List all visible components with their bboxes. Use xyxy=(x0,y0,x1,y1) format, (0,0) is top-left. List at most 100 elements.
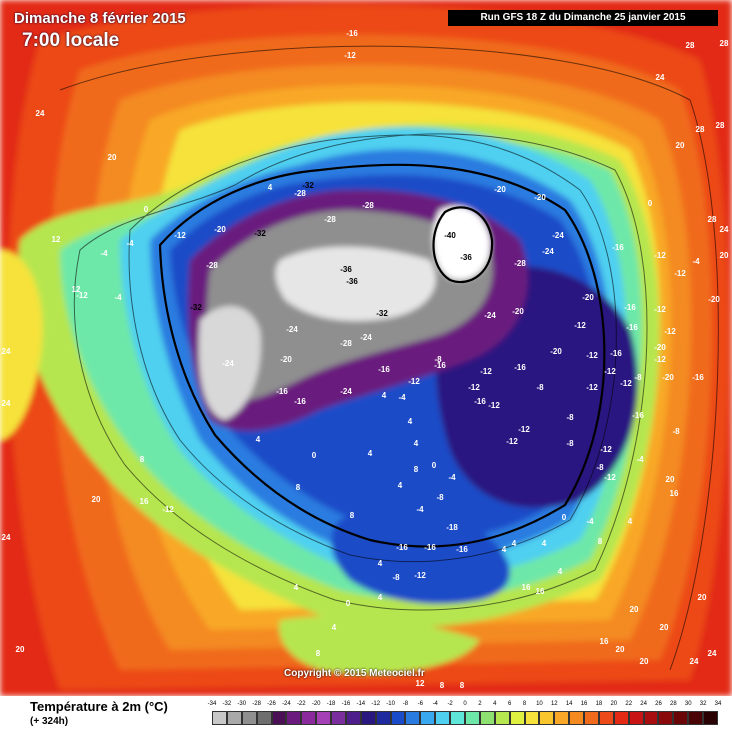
temperature-label: -4 xyxy=(126,239,134,248)
forecast-time: 7:00 locale xyxy=(22,30,120,51)
temperature-label: -24 xyxy=(340,387,352,396)
temperature-label: 20 xyxy=(720,251,729,260)
temperature-label: -4 xyxy=(114,293,122,302)
temperature-label: 24 xyxy=(690,657,699,666)
color-scale: -34 -32 -30 -28 -26 -24 -22 -20 -18 -16 -14 -12 -10-… xyxy=(208,701,721,727)
scale-tick: -12 xyxy=(371,701,381,707)
color-swatch xyxy=(628,711,644,725)
scale-tick: 22 xyxy=(625,701,633,707)
scale-tick: 14 xyxy=(565,701,573,707)
temperature-label: 4 xyxy=(256,435,261,444)
temperature-label: 4 xyxy=(398,481,403,490)
scale-tick: -6 xyxy=(417,701,424,707)
color-swatch xyxy=(643,711,659,725)
color-swatch xyxy=(390,711,406,725)
temperature-label: 4 xyxy=(332,623,337,632)
temperature-label: -12 xyxy=(674,269,686,278)
temperature-label: 20 xyxy=(666,475,675,484)
color-swatch xyxy=(703,711,718,725)
temperature-label: -24 xyxy=(542,247,554,256)
temperature-map: -16 -12 28 28 24 24 28 28 20 20 4 -32 -28 -28 -20 -20 0 0… xyxy=(0,0,732,696)
temperature-label: -16 xyxy=(624,303,636,312)
temperature-label: -28 xyxy=(514,259,526,268)
temperature-label: -16 xyxy=(612,243,624,252)
scale-tick: 2 xyxy=(478,701,482,707)
temperature-label: -28 xyxy=(206,261,218,270)
temperature-label: -12 xyxy=(480,367,492,376)
scale-tick: 0 xyxy=(463,701,467,707)
color-swatch xyxy=(539,711,555,725)
scale-tick: -24 xyxy=(282,701,291,707)
temperature-label: -16 xyxy=(276,387,288,396)
temperature-label: -16 xyxy=(434,361,446,370)
temperature-label: -12 xyxy=(586,383,598,392)
scale-tick: -26 xyxy=(267,701,276,707)
color-swatch xyxy=(613,711,629,725)
temperature-label: 4 xyxy=(268,183,273,192)
color-swatch xyxy=(405,711,421,725)
temperature-label: -12 xyxy=(468,383,480,392)
temperature-label: 28 xyxy=(686,41,695,50)
temperature-label: -16 xyxy=(456,545,468,554)
copyright-notice: Copyright © 2015 Meteociel.fr xyxy=(284,668,425,679)
scale-tick: -10 xyxy=(386,701,395,707)
temperature-label: -8 xyxy=(434,355,442,364)
temperature-label: -8 xyxy=(536,383,544,392)
temperature-label: 24 xyxy=(2,533,11,542)
temperature-label: -4 xyxy=(448,473,456,482)
scale-tick: -28 xyxy=(252,701,261,707)
color-swatch xyxy=(658,711,674,725)
temperature-label: -28 xyxy=(340,339,352,348)
temperature-label: -12 xyxy=(518,425,530,434)
temperature-label: 8 xyxy=(140,455,145,464)
temperature-label: 0 xyxy=(346,599,351,608)
temperature-label: 20 xyxy=(616,645,625,654)
temperature-label: -4 xyxy=(636,455,644,464)
temperature-label: 4 xyxy=(502,545,507,554)
temperature-label: -32 xyxy=(376,309,388,318)
color-swatch xyxy=(479,711,495,725)
color-swatch xyxy=(301,711,317,725)
color-swatch xyxy=(554,711,570,725)
scale-tick: 28 xyxy=(670,701,677,707)
scale-tick: 26 xyxy=(655,701,662,707)
model-run-label: Run GFS 18 Z du Dimanche 25 janvier 2015 xyxy=(448,10,718,26)
temperature-label: -16 xyxy=(692,373,704,382)
scale-tick: 32 xyxy=(699,701,707,707)
color-swatch xyxy=(598,711,614,725)
color-swatch xyxy=(345,711,361,725)
scale-tick: -22 xyxy=(296,701,306,707)
temperature-label: 24 xyxy=(720,225,729,234)
color-swatch xyxy=(420,711,436,725)
temperature-label: -20 xyxy=(534,193,546,202)
temperature-label: -8 xyxy=(634,373,642,382)
temperature-label: -8 xyxy=(436,493,444,502)
temperature-label: 0 xyxy=(432,461,437,470)
temperature-label: 28 xyxy=(696,125,705,134)
temperature-label: 4 xyxy=(382,391,387,400)
temperature-label: 0 xyxy=(648,199,653,208)
temperature-label: -12 xyxy=(654,305,666,314)
temperature-label: -20 xyxy=(550,347,562,356)
temperature-label: 4 xyxy=(542,539,547,548)
temperature-label: 20 xyxy=(676,141,685,150)
color-swatch xyxy=(375,711,391,725)
temperature-label: 24 xyxy=(2,399,11,408)
scale-tick: -14 xyxy=(356,701,366,707)
temperature-label: 8 xyxy=(440,681,445,690)
color-swatch xyxy=(465,711,480,725)
temperature-label: -4 xyxy=(100,249,108,258)
temperature-label: -12 xyxy=(408,377,420,386)
temperature-label: -16 xyxy=(378,365,390,374)
temperature-label: -12 xyxy=(174,231,186,240)
temperature-label: -16 xyxy=(514,363,526,372)
temperature-label: -8 xyxy=(672,427,680,436)
temperature-label: -12 xyxy=(488,401,500,410)
scale-tick: 34 xyxy=(714,701,722,707)
scale-tick: 10 xyxy=(536,701,543,707)
temperature-label: 28 xyxy=(720,39,729,48)
temperature-label: 0 xyxy=(562,513,567,522)
temperature-label: -12 xyxy=(162,505,174,514)
temperature-label: 4 xyxy=(512,539,517,548)
temperature-label: -12 xyxy=(654,251,666,260)
